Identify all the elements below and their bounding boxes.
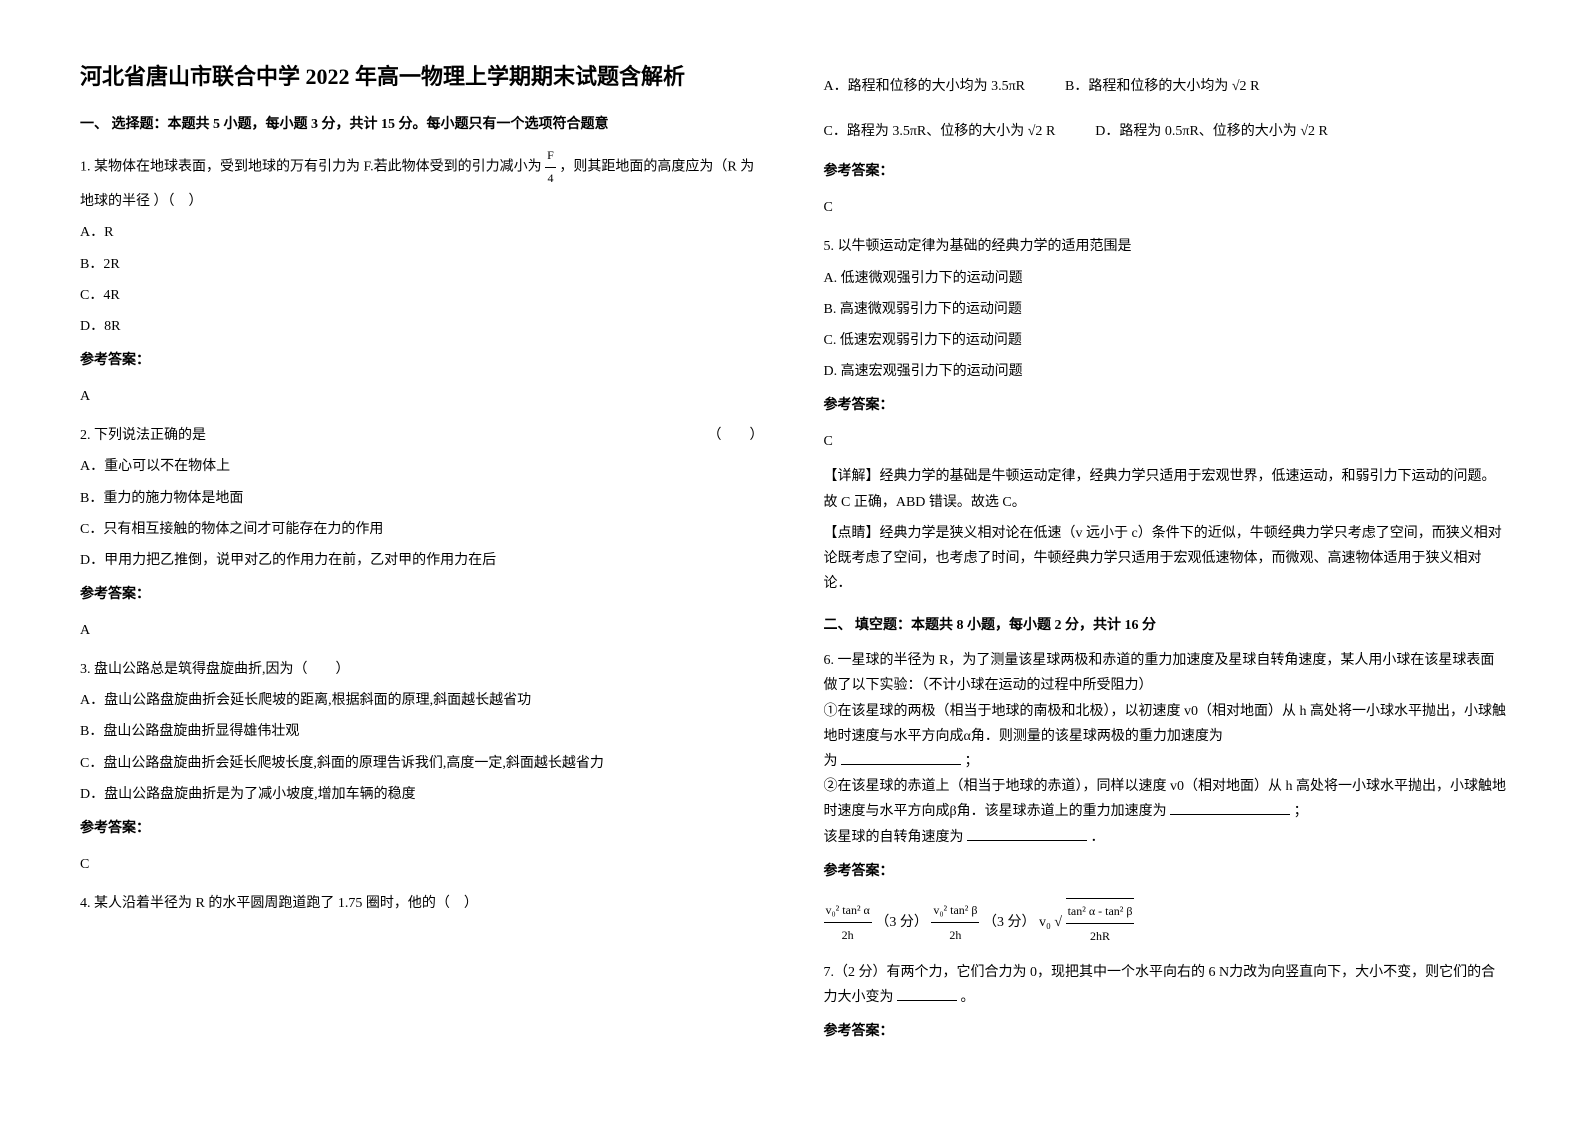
q6-text4: 该星球的自转角速度为 xyxy=(824,830,964,845)
q6-text3: ②在该星球的赤道上（相当于地球的赤道），同样以速度 v0（相对地面）从 h 高处… xyxy=(824,779,1507,819)
question-2: 2. 下列说法正确的是 （ ） A．重心可以不在物体上 B．重力的施力物体是地面… xyxy=(80,423,764,645)
q7-text-wrap: 7.（2 分）有两个力，它们合力为 0，现把其中一个水平向右的 6 N力改为向竖… xyxy=(824,960,1508,1010)
q1-frac-num: F xyxy=(545,145,556,168)
q6-blank2 xyxy=(1170,801,1290,815)
q4-d-p1: D．路程为 0.5πR、位移的大小为 xyxy=(1095,124,1297,139)
q6-f3-num: tan² α - tan² β xyxy=(1066,899,1135,923)
q5-option-c: C. 低速宏观弱引力下的运动问题 xyxy=(824,328,1508,353)
q6-f1-num: v₀² tan² α xyxy=(824,898,872,923)
q6-f3-den: 2hR xyxy=(1066,923,1135,948)
q3-option-b: B．盘山公路盘旋曲折显得雄伟壮观 xyxy=(80,719,764,744)
q5-option-a: A. 低速微观强引力下的运动问题 xyxy=(824,266,1508,291)
q6-formula3: tan² α - tan² β 2hR xyxy=(1066,898,1135,948)
q5-explanation-1: 【详解】经典力学的基础是牛顿运动定律，经典力学只适用于宏观世界，低速运动，和弱引… xyxy=(824,464,1508,514)
question-6: 6. 一星球的半径为 R，为了测量该星球两极和赤道的重力加速度及星球自转角速度，… xyxy=(824,648,1508,948)
q2-option-b: B．重力的施力物体是地面 xyxy=(80,486,764,511)
q3-answer-label: 参考答案： xyxy=(80,815,764,843)
q6-sqrt-symbol: √ xyxy=(1054,915,1062,930)
q1-option-b: B．2R xyxy=(80,252,764,277)
question-3-text: 3. 盘山公路总是筑得盘旋曲折,因为（ ） xyxy=(80,657,764,682)
q5-answer-label: 参考答案： xyxy=(824,392,1508,420)
q4-b-p2: R xyxy=(1250,79,1259,94)
q6-f1-score: （3 分） xyxy=(875,915,928,930)
question-4-options: A．路程和位移的大小均为 3.5πR B．路程和位移的大小均为 √2 R C．路… xyxy=(824,68,1508,222)
q5-option-d: D. 高速宏观强引力下的运动问题 xyxy=(824,359,1508,384)
q3-option-c: C．盘山公路盘旋曲折会延长爬坡长度,斜面的原理告诉我们,高度一定,斜面越长越省力 xyxy=(80,751,764,776)
q6-formulas: v₀² tan² α 2h （3 分） v₀² tan² β 2h （3 分） … xyxy=(824,898,1508,948)
q7-blank xyxy=(897,987,957,1001)
q6-blank3 xyxy=(967,827,1087,841)
q4-option-c: C．路程为 3.5πR、位移的大小为 √2 R xyxy=(824,119,1056,144)
q3-option-a: A．盘山公路盘旋曲折会延长爬坡的距离,根据斜面的原理,斜面越长越省功 xyxy=(80,688,764,713)
question-1: 1. 某物体在地球表面，受到地球的万有引力为 F.若此物体受到的引力减小为 F … xyxy=(80,145,764,411)
q4-answer: C xyxy=(824,194,1508,222)
q1-text-part1: 1. 某物体在地球表面，受到地球的万有引力为 F.若此物体受到的引力减小为 xyxy=(80,159,545,174)
q4-option-d: D．路程为 0.5πR、位移的大小为 √2 R xyxy=(1095,119,1328,144)
q1-fraction: F 4 xyxy=(545,145,556,189)
question-4-text: 4. 某人沿着半径为 R 的水平圆周跑道跑了 1.75 圈时，他的（ ） xyxy=(80,891,764,916)
q4-c-p2: R xyxy=(1046,124,1055,139)
question-4-stem: 4. 某人沿着半径为 R 的水平圆周跑道跑了 1.75 圈时，他的（ ） xyxy=(80,891,764,916)
q2-paren: （ ） xyxy=(708,423,764,448)
question-5-text: 5. 以牛顿运动定律为基础的经典力学的适用范围是 xyxy=(824,234,1508,259)
q6-f2-score: （3 分） xyxy=(983,915,1036,930)
q6-f2-den: 2h xyxy=(931,923,979,947)
q3-option-d: D．盘山公路盘旋曲折是为了减小坡度,增加车辆的稳度 xyxy=(80,782,764,807)
q1-answer-label: 参考答案： xyxy=(80,347,764,375)
q1-option-d: D．8R xyxy=(80,314,764,339)
page-title: 河北省唐山市联合中学 2022 年高一物理上学期期末试题含解析 xyxy=(80,60,764,93)
question-5: 5. 以牛顿运动定律为基础的经典力学的适用范围是 A. 低速微观强引力下的运动问… xyxy=(824,234,1508,596)
section-1-header: 一、 选择题：本题共 5 小题，每小题 3 分，共计 15 分。每小题只有一个选… xyxy=(80,113,764,133)
q6-text4-wrap: 该星球的自转角速度为 ． xyxy=(824,825,1508,850)
question-1-text: 1. 某物体在地球表面，受到地球的万有引力为 F.若此物体受到的引力减小为 F … xyxy=(80,145,764,214)
q6-blank1-suffix: ； xyxy=(965,754,979,769)
q4-b-sqrt: √2 xyxy=(1232,79,1247,94)
q6-f2-num: v₀² tan² β xyxy=(931,898,979,923)
q4-answer-label: 参考答案： xyxy=(824,158,1508,186)
q1-frac-den: 4 xyxy=(545,168,556,190)
question-3: 3. 盘山公路总是筑得盘旋曲折,因为（ ） A．盘山公路盘旋曲折会延长爬坡的距离… xyxy=(80,657,764,879)
q6-blank2-suffix: ； xyxy=(1294,804,1308,819)
q4-d-sqrt: √2 xyxy=(1300,124,1315,139)
q6-formula2: v₀² tan² β 2h xyxy=(931,898,979,947)
q2-option-d: D．甲用力把乙推倒，说甲对乙的作用力在前，乙对甲的作用力在后 xyxy=(80,548,764,573)
q1-answer: A xyxy=(80,383,764,411)
q6-blank1 xyxy=(841,751,961,765)
section-2-header: 二、 填空题：本题共 8 小题，每小题 2 分，共计 16 分 xyxy=(824,614,1508,634)
q6-answer-label: 参考答案： xyxy=(824,858,1508,886)
q2-option-c: C．只有相互接触的物体之间才可能存在力的作用 xyxy=(80,517,764,542)
q5-explanation-2: 【点睛】经典力学是狭义相对论在低速（v 远小于 c）条件下的近似，牛顿经典力学只… xyxy=(824,521,1508,597)
q3-answer: C xyxy=(80,851,764,879)
q1-option-a: A．R xyxy=(80,220,764,245)
q7-text-p2: 。 xyxy=(961,990,975,1005)
q6-blank3-suffix: ． xyxy=(1091,830,1105,845)
q2-text: 2. 下列说法正确的是 xyxy=(80,428,206,443)
q4-option-a: A．路程和位移的大小均为 3.5πR xyxy=(824,74,1026,99)
q6-f1-den: 2h xyxy=(824,923,872,947)
q4-d-p2: R xyxy=(1319,124,1328,139)
q6-text2-wrap: ①在该星球的两极（相当于地球的南极和北极），以初速度 v0（相对地面）从 h 高… xyxy=(824,699,1508,775)
q6-text2: ①在该星球的两极（相当于地球的南极和北极），以初速度 v0（相对地面）从 h 高… xyxy=(824,704,1507,744)
q2-option-a: A．重心可以不在物体上 xyxy=(80,454,764,479)
q1-option-c: C．4R xyxy=(80,283,764,308)
q5-answer: C xyxy=(824,428,1508,456)
question-7: 7.（2 分）有两个力，它们合力为 0，现把其中一个水平向右的 6 N力改为向竖… xyxy=(824,960,1508,1046)
q6-text1: 6. 一星球的半径为 R，为了测量该星球两极和赤道的重力加速度及星球自转角速度，… xyxy=(824,648,1508,698)
q4-c-p1: C．路程为 3.5πR、位移的大小为 xyxy=(824,124,1025,139)
q5-option-b: B. 高速微观弱引力下的运动问题 xyxy=(824,297,1508,322)
q4-c-sqrt: √2 xyxy=(1028,124,1043,139)
q6-f3-prefix: v₀ xyxy=(1039,915,1051,930)
q6-text3-wrap: ②在该星球的赤道上（相当于地球的赤道），同样以速度 v0（相对地面）从 h 高处… xyxy=(824,774,1508,824)
q2-answer: A xyxy=(80,617,764,645)
question-2-text: 2. 下列说法正确的是 （ ） xyxy=(80,423,764,448)
q4-b-p1: B．路程和位移的大小均为 xyxy=(1065,79,1228,94)
q2-answer-label: 参考答案： xyxy=(80,581,764,609)
q6-formula1: v₀² tan² α 2h xyxy=(824,898,872,947)
q7-answer-label: 参考答案： xyxy=(824,1018,1508,1046)
q4-option-b: B．路程和位移的大小均为 √2 R xyxy=(1065,74,1259,99)
